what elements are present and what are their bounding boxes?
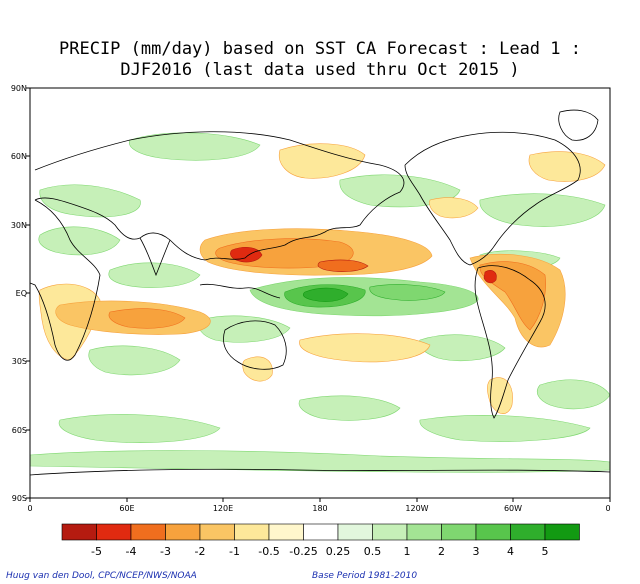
lat-label-30s: 30S	[11, 357, 27, 366]
colorbar-tick-label: -5	[91, 545, 102, 558]
antarctica-outline	[30, 468, 610, 476]
lat-label-90n: 90N	[10, 84, 27, 93]
colorbar-tick-label: 0.25	[325, 545, 351, 558]
lon-label-120w: 120W	[405, 504, 429, 513]
colorbar-swatch	[130, 523, 166, 541]
lon-label-0-left: 0	[27, 504, 33, 513]
colorbar-swatch	[165, 523, 201, 541]
colorbar-swatch	[337, 523, 373, 541]
colorbar-tick-label: -1	[229, 545, 240, 558]
colorbar-swatch	[510, 523, 546, 541]
axis-ticks	[26, 87, 611, 502]
colorbar-tick-label: -0.5	[258, 545, 280, 558]
lon-label-0-right: 0	[605, 504, 611, 513]
colorbar-swatch	[544, 523, 580, 541]
lon-label-180: 180	[312, 504, 328, 513]
lon-label-60e: 60E	[119, 504, 135, 513]
colorbar-swatch	[303, 523, 339, 541]
lat-label-60s: 60S	[11, 426, 27, 435]
lon-label-120e: 120E	[212, 504, 234, 513]
india-outline	[139, 237, 171, 277]
colorbar-tick-label: 2	[438, 545, 445, 558]
colorbar-tick-label: 1	[403, 545, 411, 558]
colorbar-swatch	[268, 523, 304, 541]
colorbar-swatch	[406, 523, 442, 541]
colorbar	[61, 523, 580, 541]
north-america-outline	[404, 131, 581, 266]
coastlines	[30, 109, 610, 476]
colorbar-swatch	[475, 523, 511, 541]
colorbar-tick-label: -0.25	[289, 545, 318, 558]
europe-asia-outline	[34, 131, 405, 261]
africa-outline	[30, 199, 101, 361]
greenland-outline	[558, 109, 599, 141]
wet-max	[302, 287, 349, 302]
precip-anomaly-field	[30, 132, 610, 473]
colorbar-tick-label: -3	[160, 545, 171, 558]
dry-max	[230, 246, 497, 284]
colorbar-tick-label: -2	[194, 545, 206, 558]
footer-credit: Huug van den Dool, CPC/NCEP/NWS/NOAA	[6, 571, 197, 581]
colorbar-swatch	[61, 523, 97, 541]
colorbar-tick-label: 4	[507, 545, 514, 558]
south-america-outline	[474, 265, 546, 419]
lon-label-60w: 60W	[503, 504, 523, 513]
map-title-line1: PRECIP (mm/day) based on SST CA Forecast…	[59, 39, 581, 59]
australia-outline	[223, 320, 287, 370]
lat-label-eq: EQ	[15, 289, 27, 298]
indonesia-outline	[199, 283, 281, 299]
wet-anomalies	[30, 132, 610, 473]
footer-base-period: Base Period 1981-2010	[312, 571, 418, 581]
colorbar-tick-label: 0.5	[363, 545, 382, 558]
colorbar-swatch	[372, 523, 408, 541]
colorbar-swatch	[199, 523, 235, 541]
lat-label-90s: 90S	[11, 494, 27, 503]
colorbar-swatch	[441, 523, 477, 541]
colorbar-swatch	[234, 523, 270, 541]
colorbar-tick-label: -4	[125, 545, 137, 558]
colorbar-swatch	[96, 523, 132, 541]
lat-label-60n: 60N	[10, 152, 27, 161]
lat-label-30n: 30N	[10, 221, 27, 230]
map-title-line2: DJF2016 (last data used thru Oct 2015 )	[120, 60, 520, 80]
colorbar-tick-label: 5	[541, 545, 549, 558]
colorbar-tick-label: 3	[472, 545, 480, 558]
